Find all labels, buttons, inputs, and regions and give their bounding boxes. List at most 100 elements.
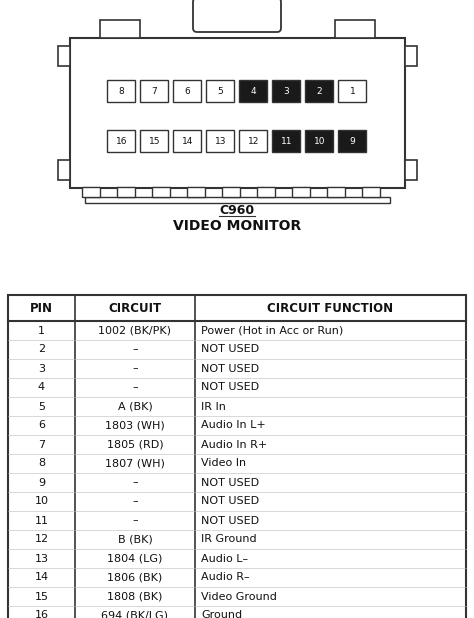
Bar (140, 130, 168, 152)
Text: 1804 (LG): 1804 (LG) (107, 554, 163, 564)
Text: NOT USED: NOT USED (201, 496, 259, 507)
Text: –: – (132, 383, 138, 392)
Bar (306, 80, 334, 102)
Text: Video Ground: Video Ground (201, 591, 277, 601)
Bar (239, 80, 267, 102)
Text: 1: 1 (38, 326, 45, 336)
Bar (306, 130, 334, 152)
Bar (58, 160, 70, 180)
Text: 8: 8 (118, 87, 124, 96)
Bar (207, 80, 235, 102)
Text: Audio In R+: Audio In R+ (201, 439, 267, 449)
Bar (257, 187, 275, 197)
Text: 4: 4 (38, 383, 45, 392)
Text: –: – (132, 515, 138, 525)
Bar (8, 295, 466, 618)
Bar (405, 160, 417, 180)
Text: –: – (132, 344, 138, 355)
Text: 15: 15 (149, 137, 160, 145)
Text: 3: 3 (283, 87, 289, 96)
Text: Power (Hot in Acc or Run): Power (Hot in Acc or Run) (201, 326, 343, 336)
Text: 9: 9 (350, 137, 356, 145)
Text: CIRCUIT FUNCTION: CIRCUIT FUNCTION (267, 302, 393, 315)
Bar (108, 80, 136, 102)
Text: NOT USED: NOT USED (201, 515, 259, 525)
Text: 6: 6 (38, 420, 45, 431)
Text: C960: C960 (219, 203, 255, 216)
Text: 6: 6 (185, 87, 191, 96)
Bar (338, 130, 366, 152)
Bar (405, 46, 417, 66)
Text: –: – (132, 478, 138, 488)
Text: NOT USED: NOT USED (201, 383, 259, 392)
Bar (187, 187, 205, 197)
Text: 10: 10 (314, 137, 325, 145)
Text: 1807 (WH): 1807 (WH) (105, 459, 165, 468)
Bar (100, 20, 140, 38)
Text: IR In: IR In (201, 402, 226, 412)
Text: NOT USED: NOT USED (201, 478, 259, 488)
Text: 11: 11 (281, 137, 292, 145)
Text: –: – (132, 363, 138, 373)
Text: 1806 (BK): 1806 (BK) (108, 572, 163, 583)
Text: 14: 14 (35, 572, 48, 583)
Text: 694 (BK/LG): 694 (BK/LG) (101, 611, 168, 618)
Text: Audio R–: Audio R– (201, 572, 250, 583)
FancyBboxPatch shape (193, 0, 281, 32)
Text: 7: 7 (38, 439, 45, 449)
Text: 7: 7 (152, 87, 157, 96)
Text: 15: 15 (35, 591, 48, 601)
Text: 5: 5 (218, 87, 223, 96)
Text: 16: 16 (35, 611, 48, 618)
Bar (82, 187, 100, 197)
Text: 13: 13 (215, 137, 226, 145)
Bar (173, 80, 201, 102)
Bar (140, 80, 168, 102)
Text: 12: 12 (35, 535, 48, 544)
Text: 2: 2 (38, 344, 45, 355)
Text: 9: 9 (38, 478, 45, 488)
Bar (70, 38, 405, 188)
Text: PIN: PIN (30, 302, 53, 315)
Bar (117, 187, 135, 197)
Bar (239, 130, 267, 152)
Text: 1803 (WH): 1803 (WH) (105, 420, 165, 431)
Text: Ground: Ground (201, 611, 242, 618)
Bar (108, 130, 136, 152)
Text: 13: 13 (35, 554, 48, 564)
Bar (362, 187, 380, 197)
Bar (292, 187, 310, 197)
Text: Video In: Video In (201, 459, 246, 468)
Text: 8: 8 (38, 459, 45, 468)
Text: 2: 2 (317, 87, 322, 96)
Text: 4: 4 (251, 87, 256, 96)
Text: 5: 5 (38, 402, 45, 412)
Bar (173, 130, 201, 152)
Text: IR Ground: IR Ground (201, 535, 256, 544)
Bar (335, 20, 375, 38)
Text: 16: 16 (116, 137, 127, 145)
Text: 11: 11 (35, 515, 48, 525)
Text: 3: 3 (38, 363, 45, 373)
Text: 1808 (BK): 1808 (BK) (107, 591, 163, 601)
Bar (273, 80, 301, 102)
Bar (273, 130, 301, 152)
Text: 12: 12 (248, 137, 259, 145)
Bar (85, 197, 390, 203)
Text: 1: 1 (350, 87, 356, 96)
Bar (152, 187, 170, 197)
Bar (327, 187, 345, 197)
Text: NOT USED: NOT USED (201, 363, 259, 373)
Text: VIDEO MONITOR: VIDEO MONITOR (173, 219, 301, 233)
Text: CIRCUIT: CIRCUIT (109, 302, 162, 315)
Bar (222, 187, 240, 197)
Text: Audio In L+: Audio In L+ (201, 420, 266, 431)
Text: 10: 10 (35, 496, 48, 507)
Text: 1002 (BK/PK): 1002 (BK/PK) (99, 326, 172, 336)
Text: B (BK): B (BK) (118, 535, 152, 544)
Bar (207, 130, 235, 152)
Text: –: – (132, 496, 138, 507)
Text: 1805 (RD): 1805 (RD) (107, 439, 164, 449)
Text: NOT USED: NOT USED (201, 344, 259, 355)
Text: A (BK): A (BK) (118, 402, 152, 412)
